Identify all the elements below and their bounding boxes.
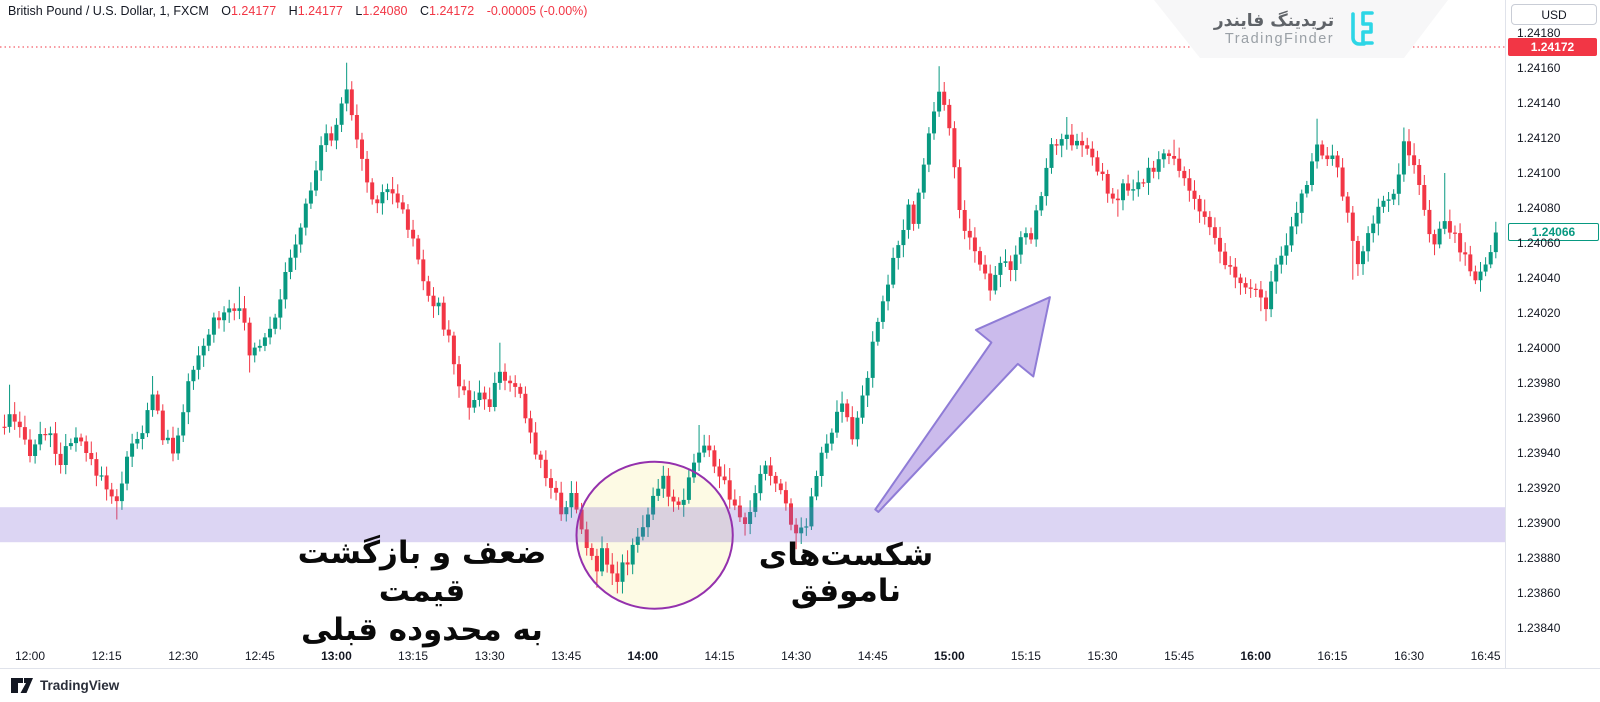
brand-name-farsi: تریدینگ فایندر xyxy=(1213,10,1335,31)
price-change: -0.00005 (-0.00%) xyxy=(486,4,588,18)
price-axis-label: 1.23920 xyxy=(1517,480,1561,495)
price-axis-label: 1.24000 xyxy=(1517,340,1561,355)
ohlc-open-label: O1.24177 xyxy=(221,4,277,18)
price-axis-label: 1.23940 xyxy=(1517,445,1561,460)
ohlc-high-value: 1.24177 xyxy=(297,4,343,18)
price-axis-label: 1.24180 xyxy=(1517,26,1561,40)
time-axis-label: 13:45 xyxy=(551,649,582,663)
time-axis-label: 12:45 xyxy=(244,649,275,663)
time-axis-label: 16:15 xyxy=(1317,649,1348,663)
time-axis-label: 13:15 xyxy=(398,649,429,663)
price-axis-label: 1.23840 xyxy=(1517,620,1561,635)
annotation-weak-return-line2: به محدوده قبلی xyxy=(301,611,543,648)
time-axis-label: 14:00 xyxy=(627,649,659,663)
time-axis-label: 14:15 xyxy=(704,649,735,663)
price-axis-label: 1.24040 xyxy=(1517,270,1561,285)
time-axis-label: 12:30 xyxy=(168,649,199,663)
ohlc-high-label: H1.24177 xyxy=(288,4,343,18)
annotation-weak-return: ضعف و بازگشت قیمت به محدوده قبلی xyxy=(263,534,581,649)
time-axis-separator xyxy=(0,668,1600,669)
time-axis-label: 14:30 xyxy=(781,649,812,663)
bar-close-badge: 1.24066 xyxy=(1508,223,1599,242)
bullish-arrow xyxy=(874,296,1051,513)
price-axis-label: 1.24100 xyxy=(1517,165,1561,180)
time-axis-label: 15:00 xyxy=(933,649,965,663)
tradingfinder-watermark: تریدینگ فایندر TradingFinder xyxy=(1150,6,1442,54)
time-axis[interactable]: 12:00 12:15 12:30 12:45 13:00 13:15 13:30 13:45… xyxy=(0,645,1600,668)
ohlc-low-value: 1.24080 xyxy=(362,4,408,18)
highlight-circle-outline xyxy=(575,460,734,610)
annotation-weak-return-line1: ضعف و بازگشت قیمت xyxy=(297,535,547,610)
time-axis-label: 16:30 xyxy=(1393,649,1424,663)
tradingview-logo-text: TradingView xyxy=(40,677,120,693)
tradingfinder-logo-icon xyxy=(1351,11,1374,46)
time-axis-label: 13:00 xyxy=(321,649,352,663)
candlestick-chart-canvas[interactable] xyxy=(0,0,1505,645)
price-axis-label: 1.24080 xyxy=(1517,200,1561,215)
symbol-title[interactable]: British Pound / U.S. Dollar, 1, FXCM xyxy=(8,4,209,18)
price-axis-label: 1.23860 xyxy=(1517,585,1561,600)
brand-name-english: TradingFinder xyxy=(1224,31,1335,48)
price-axis-label: 1.24140 xyxy=(1517,95,1561,110)
watermark-ribbon xyxy=(1154,0,1448,58)
price-axis[interactable]: USD 1.24172 1.24066 1.24180 1.24160 1.2414… xyxy=(1505,0,1600,668)
time-axis-label: 12:15 xyxy=(91,649,122,663)
ohlc-close-label: C1.24172 xyxy=(419,4,475,18)
price-axis-label: 1.23980 xyxy=(1517,375,1561,390)
price-axis-border xyxy=(1505,0,1506,668)
price-axis-label: 1.24120 xyxy=(1517,130,1561,145)
ohlc-open-value: 1.24177 xyxy=(230,4,277,18)
time-axis-label: 15:45 xyxy=(1164,649,1195,663)
ohlc-low-label: L1.24080 xyxy=(355,4,408,18)
last-price-badge: 1.24172 xyxy=(1508,37,1597,56)
tradingview-logo-icon xyxy=(11,678,33,693)
time-axis-label: 15:15 xyxy=(1010,649,1041,663)
time-axis-label: 15:30 xyxy=(1087,649,1118,663)
time-axis-label: 13:30 xyxy=(474,649,505,663)
annotation-failed-breakouts: شکست‌های ناموفق xyxy=(758,537,934,609)
time-axis-label: 16:00 xyxy=(1240,649,1272,663)
ohlc-close-value: 1.24172 xyxy=(429,4,475,18)
time-axis-label: 14:45 xyxy=(857,649,888,663)
candles-group xyxy=(2,62,1498,594)
highlight-circle-fill xyxy=(576,461,733,609)
time-axis-label: 16:45 xyxy=(1470,649,1501,663)
currency-toggle[interactable]: USD xyxy=(1511,4,1597,25)
price-axis-label: 1.23880 xyxy=(1517,550,1561,565)
support-zone-band xyxy=(0,507,1505,543)
price-axis-label: 1.24020 xyxy=(1517,305,1561,320)
price-axis-label: 1.24060 xyxy=(1517,235,1561,250)
time-axis-label: 12:00 xyxy=(14,649,46,663)
symbol-header[interactable]: British Pound / U.S. Dollar, 1, FXCM O1.… xyxy=(8,4,587,18)
price-axis-label: 1.23960 xyxy=(1517,410,1561,425)
price-axis-label: 1.24160 xyxy=(1517,60,1561,75)
tradingview-attribution[interactable]: TradingView xyxy=(10,676,119,694)
price-axis-label: 1.23900 xyxy=(1517,515,1561,530)
